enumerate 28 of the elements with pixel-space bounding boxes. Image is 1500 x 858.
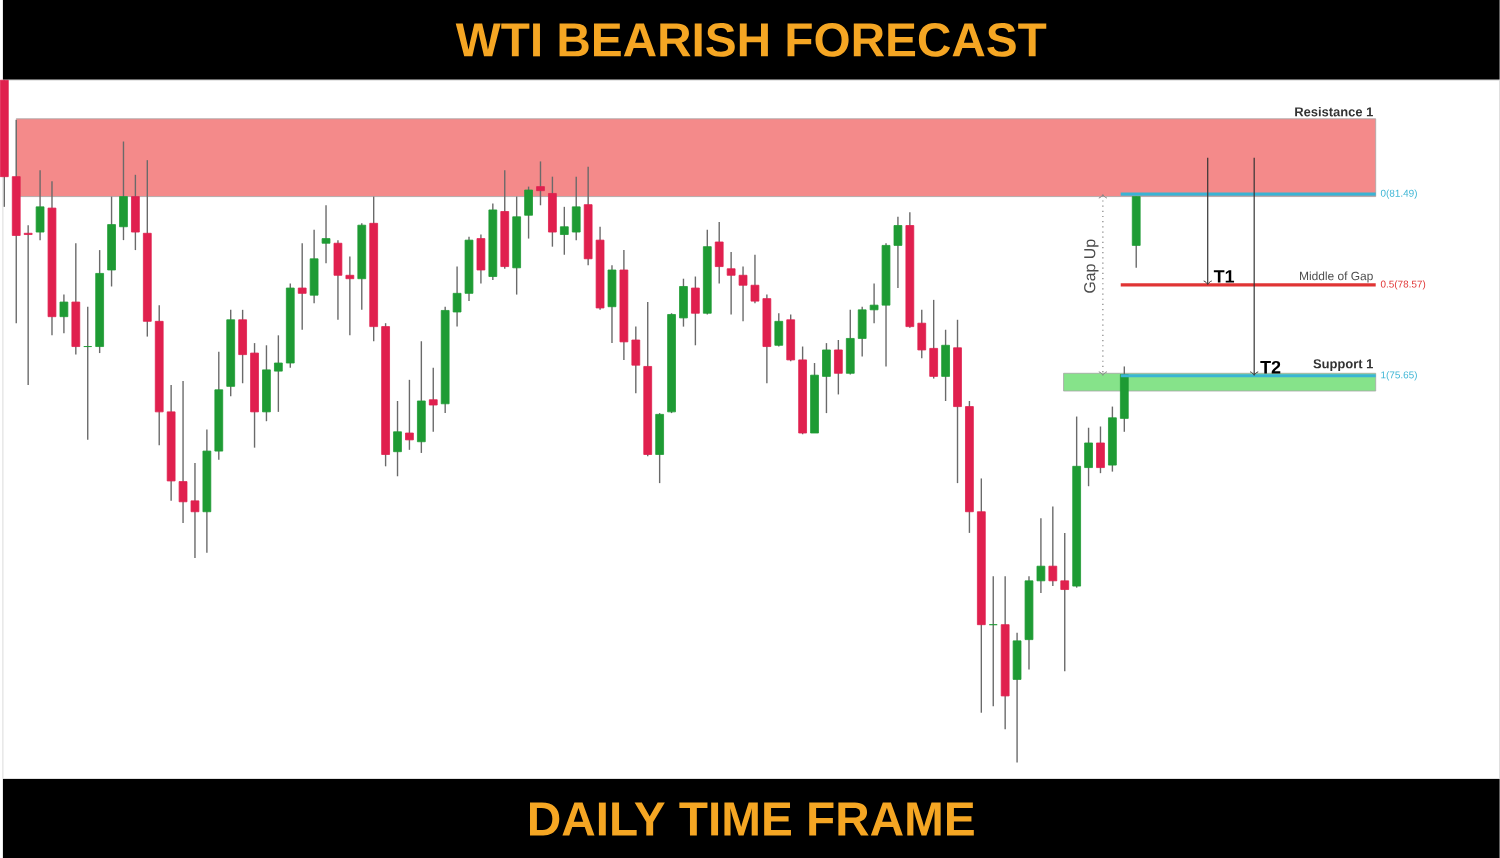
annotation: T2 — [1260, 360, 1281, 373]
candlestick — [524, 185, 533, 239]
candlestick — [321, 204, 331, 264]
candlestick — [71, 242, 81, 355]
annotation: T1 — [1213, 269, 1235, 283]
candlestick — [476, 233, 486, 284]
candlestick — [1096, 425, 1105, 474]
candlestick — [309, 228, 319, 304]
candlestick — [536, 160, 545, 206]
candlestick — [607, 264, 617, 344]
candlestick — [941, 328, 950, 402]
chart-title: WTI BEARISH FORECAST — [455, 22, 1047, 57]
candlestick — [548, 175, 557, 247]
text: DAILY TIME FRAME — [529, 802, 974, 835]
candlestick — [691, 275, 700, 346]
candlestick — [1012, 631, 1022, 763]
candlestick — [297, 242, 307, 330]
candlestick — [393, 399, 402, 477]
candlestick — [35, 169, 45, 241]
candlestick — [774, 312, 784, 347]
candlestick — [655, 411, 664, 484]
candlestick — [405, 378, 414, 451]
candlestick — [417, 340, 426, 454]
candlestick — [59, 293, 69, 334]
candlestick — [834, 338, 843, 395]
candlestick — [714, 220, 724, 284]
candlestick — [131, 173, 140, 251]
candlestick — [428, 366, 438, 433]
